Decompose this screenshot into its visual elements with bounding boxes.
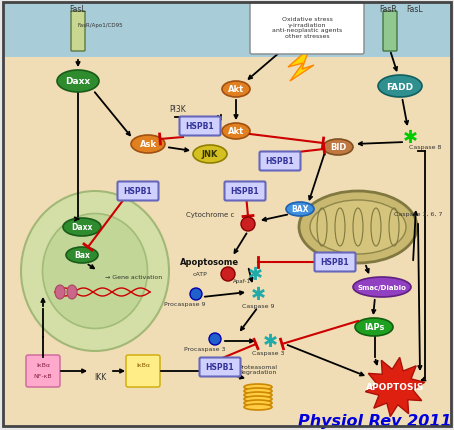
- Circle shape: [190, 289, 202, 300]
- Circle shape: [209, 333, 221, 345]
- Text: Caspase 9: Caspase 9: [242, 304, 274, 309]
- Ellipse shape: [310, 200, 406, 255]
- Ellipse shape: [244, 388, 272, 394]
- Text: Proteasomal
degradation: Proteasomal degradation: [238, 364, 277, 375]
- Text: HSPB1: HSPB1: [206, 362, 234, 372]
- Ellipse shape: [323, 140, 353, 156]
- Ellipse shape: [299, 191, 417, 264]
- Text: FasR: FasR: [379, 4, 397, 13]
- Ellipse shape: [353, 277, 411, 297]
- Text: IκBα: IκBα: [136, 362, 150, 368]
- FancyBboxPatch shape: [71, 12, 85, 52]
- Ellipse shape: [55, 286, 65, 299]
- Circle shape: [221, 267, 235, 281]
- FancyBboxPatch shape: [199, 358, 241, 377]
- Text: FasR/Apo1/CD95: FasR/Apo1/CD95: [77, 24, 123, 28]
- Text: APOPTOSIS: APOPTOSIS: [366, 383, 424, 392]
- Ellipse shape: [193, 146, 227, 164]
- Text: FasL: FasL: [407, 4, 423, 13]
- Ellipse shape: [222, 124, 250, 140]
- Ellipse shape: [131, 136, 165, 154]
- Ellipse shape: [286, 203, 314, 216]
- FancyBboxPatch shape: [383, 12, 397, 52]
- Text: Caspase 3, 6, 7: Caspase 3, 6, 7: [394, 212, 442, 217]
- Text: HSPB1: HSPB1: [186, 122, 214, 131]
- Text: IAPs: IAPs: [364, 323, 384, 332]
- Text: Caspase 8: Caspase 8: [409, 145, 441, 150]
- Ellipse shape: [244, 404, 272, 410]
- Text: BAX: BAX: [291, 205, 309, 214]
- Text: Procaspase 3: Procaspase 3: [184, 347, 226, 352]
- Text: ✱: ✱: [262, 332, 277, 350]
- FancyBboxPatch shape: [118, 182, 158, 201]
- FancyBboxPatch shape: [315, 253, 355, 272]
- Text: FADD: FADD: [386, 82, 414, 91]
- Text: JNK: JNK: [202, 150, 218, 159]
- Text: cATP: cATP: [192, 272, 207, 277]
- Text: Apaf-1: Apaf-1: [233, 279, 251, 284]
- Text: ✱: ✱: [251, 286, 266, 303]
- Text: HSPB1: HSPB1: [266, 157, 294, 166]
- Text: NF-κB: NF-κB: [34, 374, 52, 379]
- Circle shape: [241, 218, 255, 231]
- Text: → Gene activation: → Gene activation: [105, 275, 162, 280]
- Text: Cytochrome c: Cytochrome c: [186, 212, 234, 218]
- Text: FasL: FasL: [69, 4, 86, 13]
- Ellipse shape: [355, 318, 393, 336]
- Text: HSPB1: HSPB1: [123, 187, 152, 196]
- Text: Procaspase 9: Procaspase 9: [164, 302, 206, 307]
- Text: Ask: Ask: [139, 140, 157, 149]
- Ellipse shape: [244, 396, 272, 402]
- Text: HSPB1: HSPB1: [321, 258, 349, 267]
- Text: Daxx: Daxx: [65, 77, 90, 86]
- FancyBboxPatch shape: [179, 117, 221, 136]
- Ellipse shape: [67, 286, 77, 299]
- Text: Akt: Akt: [228, 85, 244, 94]
- FancyBboxPatch shape: [224, 182, 266, 201]
- Text: PI3K: PI3K: [170, 105, 187, 114]
- Text: Smac/Diablo: Smac/Diablo: [358, 284, 406, 290]
- Text: HSPB1: HSPB1: [231, 187, 259, 196]
- Text: Physiol Rev 2011: Physiol Rev 2011: [298, 414, 452, 429]
- Text: IKK: IKK: [94, 373, 106, 381]
- FancyBboxPatch shape: [250, 3, 364, 55]
- Polygon shape: [288, 53, 314, 82]
- Ellipse shape: [244, 392, 272, 398]
- FancyBboxPatch shape: [260, 152, 301, 171]
- Text: ✱: ✱: [247, 265, 262, 283]
- Ellipse shape: [244, 400, 272, 406]
- Polygon shape: [365, 357, 424, 417]
- Text: BID: BID: [330, 143, 346, 152]
- Ellipse shape: [43, 214, 148, 329]
- Ellipse shape: [57, 71, 99, 93]
- Text: Caspase 3: Caspase 3: [252, 351, 284, 356]
- Text: Oxidative stress
γ-irradiation
anti-neoplastic agents
other stresses: Oxidative stress γ-irradiation anti-neop…: [272, 17, 342, 39]
- Text: Daxx: Daxx: [71, 223, 93, 232]
- Text: Akt: Akt: [228, 127, 244, 136]
- Text: IκBα: IκBα: [36, 362, 50, 368]
- Ellipse shape: [66, 247, 98, 264]
- Text: Apoptosome: Apoptosome: [180, 258, 240, 267]
- Text: Bax: Bax: [74, 251, 90, 260]
- FancyBboxPatch shape: [26, 355, 60, 387]
- Bar: [3, 3, 451, 58]
- Ellipse shape: [21, 191, 169, 351]
- Text: ✱: ✱: [402, 129, 418, 147]
- Ellipse shape: [244, 384, 272, 390]
- Ellipse shape: [222, 82, 250, 98]
- Bar: [3, 58, 451, 425]
- Ellipse shape: [63, 218, 101, 236]
- FancyBboxPatch shape: [126, 355, 160, 387]
- Ellipse shape: [378, 76, 422, 98]
